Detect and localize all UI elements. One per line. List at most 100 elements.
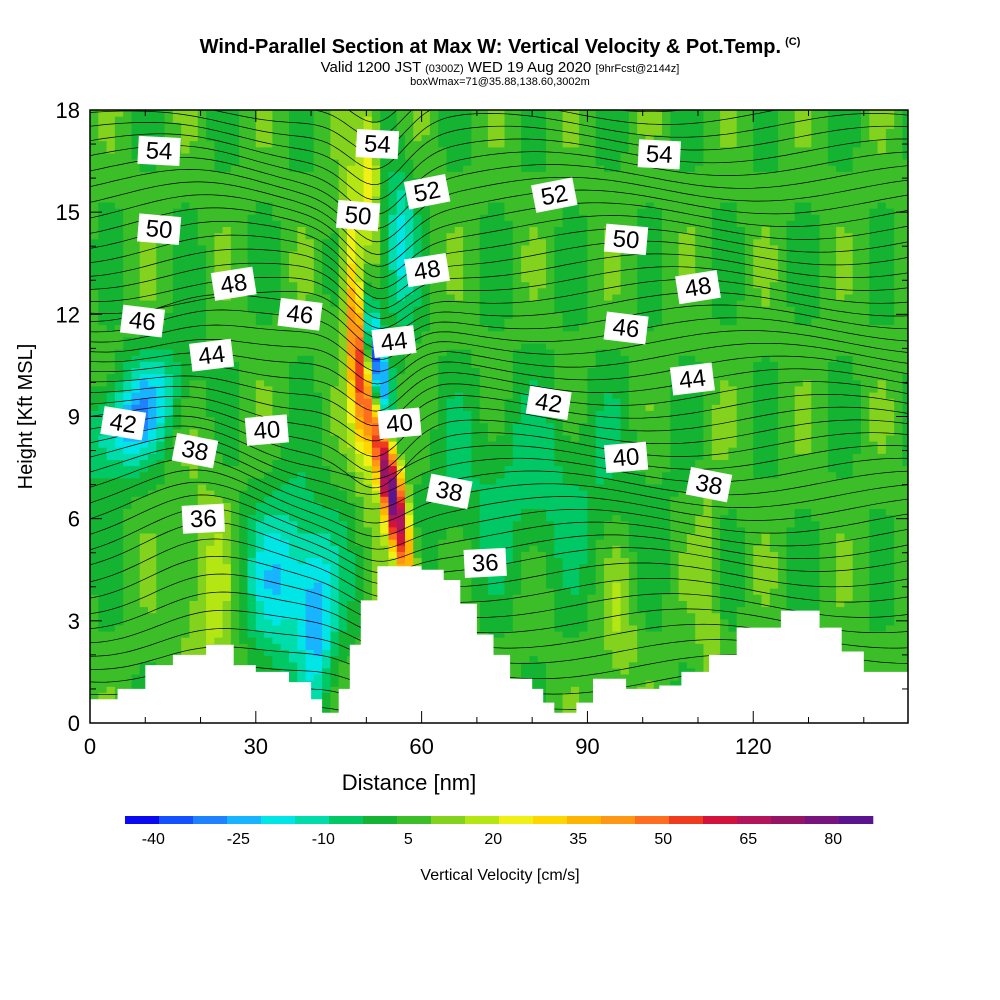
velocity-cell [454, 508, 464, 516]
velocity-cell [206, 269, 215, 277]
velocity-cell [347, 539, 356, 546]
velocity-cell [396, 281, 406, 289]
velocity-cell [330, 422, 340, 430]
velocity-cell [330, 496, 340, 503]
velocity-cell [388, 171, 398, 178]
velocity-cell [255, 306, 265, 313]
velocity-cell [313, 349, 323, 356]
velocity-cell [164, 257, 174, 264]
velocity-cell [189, 257, 199, 264]
velocity-cell [114, 342, 124, 350]
velocity-cell [189, 281, 199, 289]
velocity-cell [438, 312, 448, 319]
velocity-cell [396, 502, 406, 509]
velocity-cell [139, 177, 149, 185]
velocity-cell [289, 661, 298, 669]
velocity-cell [380, 520, 390, 528]
velocity-cell [322, 361, 331, 368]
velocity-cell [305, 330, 315, 338]
velocity-cell [355, 251, 365, 258]
velocity-cell [139, 680, 149, 687]
velocity-cell [305, 128, 315, 136]
velocity-cell [280, 655, 290, 663]
velocity-cell [347, 471, 356, 479]
velocity-cell [421, 312, 431, 319]
velocity-cell [189, 300, 199, 307]
velocity-cell [297, 502, 307, 509]
velocity-cell [247, 392, 257, 399]
velocity-cell [106, 533, 116, 540]
velocity-cell [371, 477, 381, 485]
velocity-cell [289, 214, 298, 221]
velocity-cell [164, 367, 174, 375]
velocity-cell [446, 514, 456, 522]
velocity-cell [214, 551, 224, 559]
velocity-cell [181, 637, 191, 644]
velocity-cell [471, 251, 481, 258]
velocity-cell [214, 434, 224, 442]
velocity-cell [363, 116, 373, 123]
velocity-cell [214, 392, 224, 399]
velocity-cell [487, 244, 497, 252]
velocity-cell [479, 263, 489, 270]
velocity-cell [90, 183, 99, 191]
velocity-cell [421, 281, 431, 289]
velocity-cell [338, 520, 348, 528]
velocity-cell [338, 490, 348, 497]
velocity-cell [139, 373, 149, 381]
velocity-cell [355, 637, 365, 644]
velocity-cell [222, 618, 232, 626]
velocity-cell [189, 588, 199, 595]
velocity-cell [106, 477, 116, 485]
velocity-cell [247, 563, 257, 571]
velocity-cell [139, 545, 149, 552]
velocity-cell [98, 318, 108, 326]
velocity-cell [479, 459, 489, 467]
velocity-cell [156, 606, 166, 614]
velocity-cell [90, 539, 99, 546]
velocity-cell [197, 545, 207, 552]
velocity-cell [255, 361, 265, 368]
velocity-cell [98, 244, 108, 252]
velocity-cell [247, 300, 257, 307]
velocity-cell [255, 208, 265, 215]
velocity-cell [189, 539, 199, 546]
velocity-cell [123, 434, 133, 442]
velocity-cell [139, 428, 149, 436]
velocity-cell [255, 465, 265, 473]
velocity-cell [313, 330, 323, 338]
velocity-cell [322, 275, 331, 283]
velocity-cell [355, 465, 365, 473]
velocity-cell [305, 441, 315, 448]
velocity-cell [123, 300, 133, 307]
velocity-cell [446, 385, 456, 393]
velocity-cell [355, 618, 365, 626]
velocity-cell [454, 453, 464, 460]
velocity-cell [355, 336, 365, 344]
velocity-cell [313, 680, 323, 687]
velocity-cell [123, 631, 133, 638]
velocity-cell [429, 336, 439, 344]
velocity-cell [148, 612, 157, 620]
velocity-cell [123, 232, 133, 240]
velocity-cell [114, 557, 124, 565]
velocity-cell [106, 514, 116, 522]
velocity-cell [222, 312, 232, 319]
velocity-cell [479, 606, 489, 614]
velocity-cell [371, 110, 381, 117]
velocity-cell [305, 146, 315, 154]
velocity-cell [280, 269, 290, 277]
velocity-cell [438, 330, 448, 338]
velocity-cell [371, 563, 381, 571]
velocity-cell [214, 606, 224, 614]
velocity-cell [322, 471, 331, 479]
velocity-cell [255, 226, 265, 234]
velocity-cell [172, 612, 182, 620]
velocity-cell [454, 134, 464, 142]
velocity-cell [454, 214, 464, 221]
velocity-cell [197, 533, 207, 540]
velocity-cell [247, 551, 257, 559]
velocity-cell [156, 367, 166, 375]
velocity-cell [330, 159, 340, 166]
velocity-cell [98, 551, 108, 559]
